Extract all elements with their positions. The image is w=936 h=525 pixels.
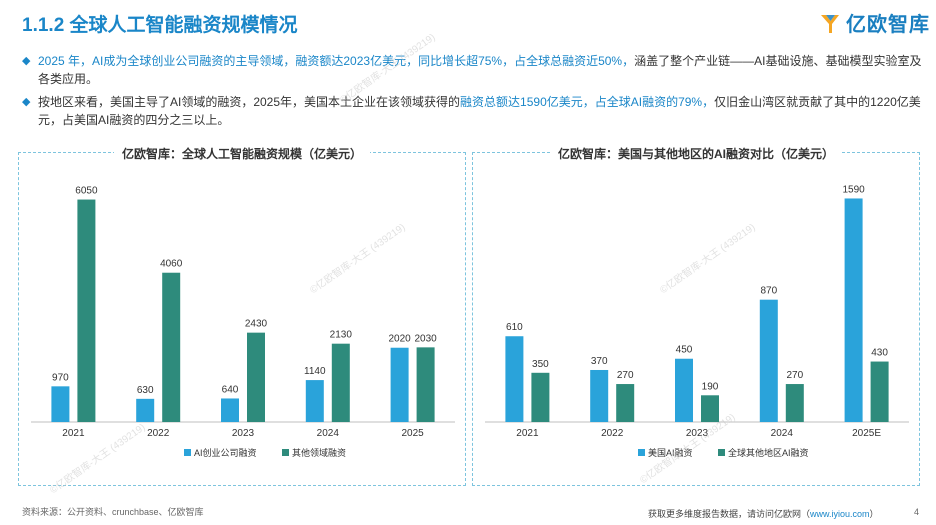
bar-AI创业公司融资 — [51, 386, 70, 422]
chart-panel-global: 亿欧智库：全球人工智能融资规模（亿美元） 970 6050 2021 630 4060 2… — [18, 147, 466, 486]
legend-swatch — [638, 449, 645, 456]
legend-label: 美国AI融资 — [648, 447, 693, 458]
bar-AI创业公司融资 — [305, 380, 324, 422]
chart-panel-us-vs-others: 亿欧智库：美国与其他地区的AI融资对比（亿美元） 610 350 2021 370 27… — [472, 147, 920, 486]
x-tick-label: 2023 — [232, 428, 255, 439]
data-label: 2030 — [414, 333, 437, 344]
bar-全球其他地区AI融资 — [785, 384, 804, 422]
legend-label: 全球其他地区AI融资 — [728, 447, 809, 458]
footer-cta-text: 获取更多维度报告数据，请访问亿欧网（ — [648, 509, 811, 519]
x-tick-label: 2022 — [601, 428, 624, 439]
logo-text: 亿欧智库 — [846, 14, 930, 36]
bar-全球其他地区AI融资 — [701, 395, 719, 422]
legend-swatch — [282, 449, 289, 456]
legend-label: AI创业公司融资 — [194, 447, 257, 458]
summary-bullets: ◆ 2025 年，AI成为全球创业公司融资的主导领域，融资额达2023亿美元，同… — [22, 52, 922, 134]
bar-其他领域融资 — [331, 343, 350, 422]
legend-label: 其他领域融资 — [292, 447, 346, 458]
bar-美国AI融资 — [675, 358, 693, 422]
data-label: 430 — [871, 348, 888, 359]
data-label: 630 — [137, 385, 154, 396]
x-tick-label: 2025E — [852, 428, 881, 439]
bullet-item: ◆ 2025 年，AI成为全球创业公司融资的主导领域，融资额达2023亿美元，同… — [22, 52, 922, 88]
page-title: 1.1.2 全球人工智能融资规模情况 — [22, 15, 298, 36]
bullet-text-part: 2025 年，AI成为全球创业公司融资的主导领域，融资额达2023亿美元，同比增… — [38, 54, 635, 68]
x-tick-label: 2023 — [686, 428, 709, 439]
footer-cta: 获取更多维度报告数据，请访问亿欧网（www.iyiou.com） — [648, 507, 879, 520]
bar-全球其他地区AI融资 — [616, 384, 635, 422]
data-label: 2020 — [388, 334, 411, 345]
bar-其他领域融资 — [247, 332, 265, 422]
data-label: 450 — [676, 345, 693, 356]
chart-title-text: 亿欧智库：美国与其他地区的AI融资对比（亿美元） — [549, 147, 842, 161]
x-tick-label: 2025 — [401, 428, 424, 439]
bullet-text-part: 融资总额达1590亿美元，占全球AI融资的79%， — [460, 95, 715, 109]
source-note: 资料来源：公开资料、crunchbase、亿欧智库 — [22, 507, 204, 517]
bar-美国AI融资 — [844, 198, 863, 422]
footer-cta-end: ） — [869, 509, 879, 519]
logo-icon — [821, 14, 839, 33]
legend-swatch — [718, 449, 725, 456]
chart-us-vs-others-ai-funding: 610 350 2021 370 270 2022 450 190 2023 870 270 2024… — [485, 184, 909, 458]
bullet-text-part: 按地区来看，美国主导了AI领域的融资，2025年，美国本土企业在该领域获得的 — [38, 95, 461, 109]
x-tick-label: 2022 — [147, 428, 170, 439]
data-label: 2430 — [245, 319, 268, 330]
data-label: 870 — [760, 286, 777, 297]
data-label: 370 — [591, 356, 608, 367]
data-label: 2130 — [330, 330, 353, 341]
legend-swatch — [184, 449, 191, 456]
bullet-item: ◆ 按地区来看，美国主导了AI领域的融资，2025年，美国本土企业在该领域获得的… — [22, 93, 922, 129]
bar-全球其他地区AI融资 — [531, 372, 550, 422]
data-label: 270 — [617, 370, 634, 381]
bar-其他领域融资 — [77, 199, 96, 422]
data-label: 270 — [786, 370, 803, 381]
data-label: 640 — [222, 384, 239, 395]
data-label: 970 — [52, 372, 69, 383]
diamond-bullet-icon: ◆ — [22, 55, 31, 67]
data-label: 350 — [532, 359, 549, 370]
data-label: 6050 — [75, 186, 98, 197]
bar-AI创业公司融资 — [136, 398, 155, 422]
x-tick-label: 2024 — [771, 428, 794, 439]
brand-logo: 亿欧智库 — [818, 8, 930, 37]
chart-title-text: 亿欧智库：全球人工智能融资规模（亿美元） — [113, 147, 370, 161]
x-tick-label: 2021 — [62, 428, 85, 439]
data-label: 610 — [506, 322, 523, 333]
chart-title: 亿欧智库：全球人工智能融资规模（亿美元） — [19, 145, 465, 162]
website-link[interactable]: www.iyiou.com — [810, 509, 870, 519]
x-tick-label: 2021 — [516, 428, 539, 439]
chart-global-ai-funding: 970 6050 2021 630 4060 2022 640 2430 2023 1140 213… — [31, 186, 455, 458]
data-label: 1140 — [304, 366, 326, 377]
chart-title: 亿欧智库：美国与其他地区的AI融资对比（亿美元） — [473, 145, 919, 162]
page-number: 4 — [914, 507, 920, 517]
bar-美国AI融资 — [590, 369, 609, 422]
bar-美国AI融资 — [505, 336, 524, 422]
bar-美国AI融资 — [759, 299, 778, 422]
data-label: 4060 — [160, 259, 183, 270]
bullet-text-part: 仅旧金山湾区就贡献了其中的1220亿美元，占美国AI融资的四分之三以上。 — [38, 95, 921, 127]
bar-AI创业公司融资 — [221, 398, 239, 422]
bullet-text-part: 涵盖了整个产业链——AI基础设施、基础模型实验室及各类应用。 — [38, 54, 922, 86]
diamond-bullet-icon: ◆ — [22, 96, 31, 108]
data-label: 190 — [702, 381, 719, 392]
bar-其他领域融资 — [416, 347, 435, 422]
data-label: 1590 — [842, 184, 865, 195]
bar-全球其他地区AI融资 — [870, 361, 889, 422]
x-tick-label: 2024 — [317, 428, 340, 439]
bar-其他领域融资 — [162, 272, 181, 422]
bar-AI创业公司融资 — [390, 347, 409, 422]
